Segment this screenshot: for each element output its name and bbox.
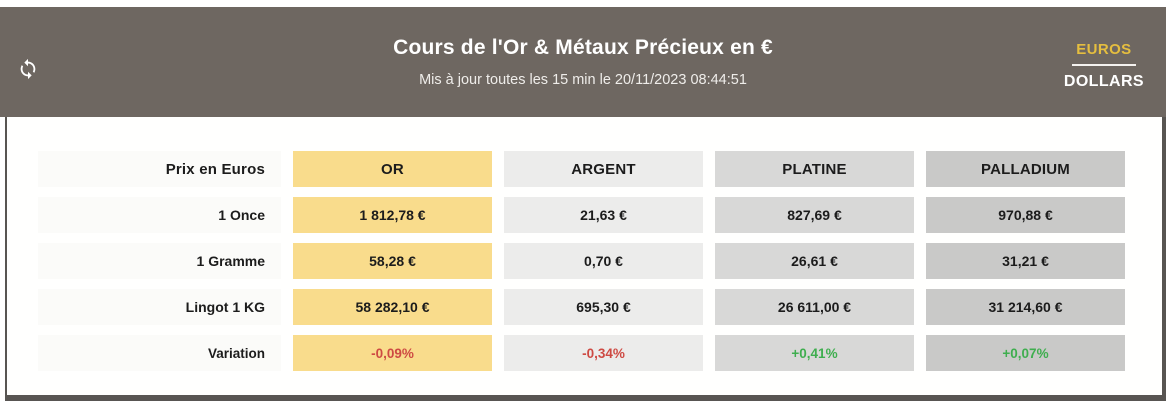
table-row-variation: Variation -0,09% -0,34% +0,41% +0,07%: [38, 335, 1162, 371]
refresh-button[interactable]: [16, 57, 40, 81]
row-label-variation: Variation: [38, 335, 281, 371]
gold-prices-widget: Cours de l'Or & Métaux Précieux en € Mis…: [0, 7, 1166, 401]
row-label-once: 1 Once: [38, 197, 281, 233]
cell-gramme-palladium: 31,21 €: [926, 243, 1125, 279]
widget-title: Cours de l'Or & Métaux Précieux en €: [393, 36, 773, 59]
cell-lingot-argent: 695,30 €: [504, 289, 703, 325]
row-label-lingot: Lingot 1 KG: [38, 289, 281, 325]
widget-header: Cours de l'Or & Métaux Précieux en € Mis…: [0, 7, 1166, 117]
cell-lingot-or: 58 282,10 €: [293, 289, 492, 325]
cell-variation-platine: +0,41%: [715, 335, 914, 371]
currency-toggle: EUROS DOLLARS: [1064, 41, 1144, 91]
column-header-argent: ARGENT: [504, 151, 703, 187]
cell-once-argent: 21,63 €: [504, 197, 703, 233]
cell-once-or: 1 812,78 €: [293, 197, 492, 233]
refresh-icon: [17, 58, 39, 80]
corner-label: Prix en Euros: [38, 151, 281, 187]
prices-table: Prix en Euros OR ARGENT PLATINE PALLADIU…: [7, 117, 1162, 371]
cell-lingot-palladium: 31 214,60 €: [926, 289, 1125, 325]
row-label-gramme: 1 Gramme: [38, 243, 281, 279]
prices-panel: Prix en Euros OR ARGENT PLATINE PALLADIU…: [5, 117, 1166, 401]
cell-variation-palladium: +0,07%: [926, 335, 1125, 371]
cell-lingot-platine: 26 611,00 €: [715, 289, 914, 325]
cell-once-platine: 827,69 €: [715, 197, 914, 233]
cell-once-palladium: 970,88 €: [926, 197, 1125, 233]
table-row-once: 1 Once 1 812,78 € 21,63 € 827,69 € 970,8…: [38, 197, 1162, 233]
column-header-platine: PLATINE: [715, 151, 914, 187]
column-header-or: OR: [293, 151, 492, 187]
cell-gramme-or: 58,28 €: [293, 243, 492, 279]
table-header-row: Prix en Euros OR ARGENT PLATINE PALLADIU…: [38, 151, 1162, 187]
cell-gramme-argent: 0,70 €: [504, 243, 703, 279]
cell-variation-argent: -0,34%: [504, 335, 703, 371]
last-updated-text: Mis à jour toutes les 15 min le 20/11/20…: [419, 72, 747, 88]
currency-option-dollars[interactable]: DOLLARS: [1063, 73, 1144, 90]
cell-variation-or: -0,09%: [293, 335, 492, 371]
currency-option-euros[interactable]: EUROS: [1072, 41, 1136, 66]
column-header-palladium: PALLADIUM: [926, 151, 1125, 187]
table-row-lingot: Lingot 1 KG 58 282,10 € 695,30 € 26 611,…: [38, 289, 1162, 325]
table-row-gramme: 1 Gramme 58,28 € 0,70 € 26,61 € 31,21 €: [38, 243, 1162, 279]
cell-gramme-platine: 26,61 €: [715, 243, 914, 279]
